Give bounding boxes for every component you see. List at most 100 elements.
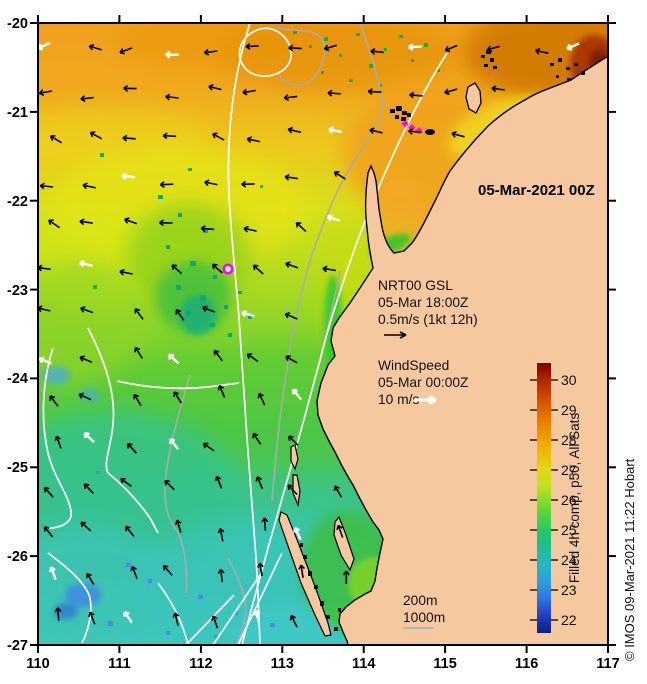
wind-legend-name: WindSpeed	[378, 358, 449, 373]
peron-peninsula	[333, 515, 355, 572]
current-legend: NRT00 GSL 05-Mar 18:00Z 0.5m/s (1kt 12h)	[378, 278, 478, 339]
current-vector-arrow	[333, 485, 343, 498]
current-vector-arrow	[88, 611, 96, 625]
current-vector-arrow	[491, 85, 505, 93]
wind-legend-time: 05-Mar 00:00Z	[378, 375, 469, 390]
current-vector-arrow	[211, 263, 223, 274]
current-vector-arrow	[173, 391, 182, 404]
wind-vector-arrow	[291, 388, 303, 401]
current-vector-arrow	[54, 435, 62, 449]
current-vector-arrow	[162, 132, 177, 140]
montebello-islands	[481, 50, 497, 69]
wind-vector-arrow	[167, 353, 180, 365]
wind-vector-arrow	[241, 309, 255, 318]
svg-text:113: 113	[271, 656, 294, 672]
isobath-200m	[42, 23, 448, 645]
current-vector-arrow	[122, 134, 136, 142]
current-vector-arrow	[451, 131, 465, 138]
svg-text:-27: -27	[7, 638, 28, 654]
current-scale-arrow	[384, 331, 407, 339]
current-vector-arrow	[162, 564, 173, 576]
svg-text:22: 22	[561, 612, 577, 628]
current-vector-arrow	[43, 525, 54, 538]
wind-vector-arrow	[168, 437, 180, 451]
current-vector-arrow	[88, 43, 103, 51]
current-vector-arrow	[287, 435, 299, 446]
current-vector-arrow	[323, 44, 338, 52]
svg-text:26: 26	[561, 492, 577, 508]
current-vector-arrow	[285, 261, 299, 269]
svg-text:30: 30	[561, 372, 577, 388]
current-vector-arrow	[124, 217, 138, 225]
current-vector-arrow	[257, 562, 264, 577]
wind-legend-scale: 10 m/s	[378, 392, 420, 407]
wind-vector-arrow	[79, 259, 93, 268]
current-vector-arrow	[342, 570, 350, 584]
current-vector-arrow	[134, 346, 143, 359]
current-vector-arrow	[172, 612, 180, 626]
current-vector-arrow	[486, 45, 501, 53]
current-vector-arrow	[39, 182, 54, 190]
current-vector-arrow	[78, 392, 92, 401]
svg-text:117: 117	[596, 656, 619, 672]
svg-text:-25: -25	[7, 460, 28, 476]
current-vector-arrow	[257, 392, 266, 406]
current-vector-arrow	[242, 88, 256, 96]
current-vector-arrow	[369, 127, 383, 135]
dampier-islets	[550, 58, 585, 81]
current-vector-arrow	[217, 527, 225, 542]
wind-vector-arrow	[38, 356, 52, 365]
current-vector-arrow	[285, 355, 298, 364]
current-vector-arrow	[255, 476, 264, 490]
current-vector-arrow	[203, 48, 218, 56]
credit-text: © IMOS 09-Mar-2021 11:22 Hobart	[622, 458, 637, 661]
wind-vector-arrow	[121, 172, 136, 180]
current-vector-arrow	[79, 218, 93, 226]
current-vector-arrow	[174, 519, 182, 533]
current-vector-arrow	[289, 614, 298, 628]
vector-arrow-layer	[38, 41, 580, 629]
current-vector-arrow	[202, 442, 215, 452]
current-vector-arrow	[85, 572, 95, 586]
current-vector-arrow	[245, 43, 259, 50]
svg-text:25: 25	[561, 522, 577, 538]
current-vector-arrow	[48, 219, 60, 229]
current-vector-arrow	[54, 607, 62, 621]
current-vector-arrow	[165, 93, 179, 101]
current-vector-arrow	[333, 171, 346, 180]
svg-text:-21: -21	[7, 105, 28, 121]
depth-200m-label: 200m	[403, 593, 438, 608]
wind-vector-arrow	[48, 566, 57, 580]
land	[278, 50, 608, 645]
wind-vector-arrow	[83, 432, 95, 443]
wind-scale-arrow	[414, 395, 437, 405]
current-vector-arrow	[49, 395, 59, 407]
current-vector-arrow	[82, 182, 96, 190]
current-vector-arrow	[252, 432, 262, 445]
map-date-label: 05-Mar-2021 00Z	[478, 182, 595, 199]
current-vector-arrow	[298, 564, 306, 579]
current-vector-arrow	[213, 349, 223, 362]
current-vector-arrow	[283, 94, 298, 101]
wind-vector-arrow	[293, 526, 302, 541]
current-vector-arrow	[83, 483, 94, 494]
wind-vector-arrow	[408, 43, 422, 51]
current-vector-arrow	[125, 525, 135, 538]
current-vector-arrow	[211, 615, 219, 629]
current-vector-arrow	[367, 88, 382, 96]
current-vector-arrow	[208, 83, 222, 91]
shark-bay-islets	[300, 543, 341, 631]
current-vector-arrow	[119, 268, 133, 276]
current-vector-arrow	[243, 225, 257, 233]
svg-text:-24: -24	[7, 371, 28, 387]
y-axis-labels: -20 -21 -22 -23 -24 -25 -26 -27	[7, 16, 28, 654]
wind-vector-arrow	[328, 126, 342, 134]
current-vector-arrow	[123, 84, 137, 92]
svg-text:114: 114	[352, 656, 375, 672]
wind-vector-arrow	[566, 42, 580, 51]
current-vector-arrow	[120, 477, 132, 487]
isobath-1000m	[164, 23, 384, 645]
current-vector-arrow	[284, 312, 298, 320]
